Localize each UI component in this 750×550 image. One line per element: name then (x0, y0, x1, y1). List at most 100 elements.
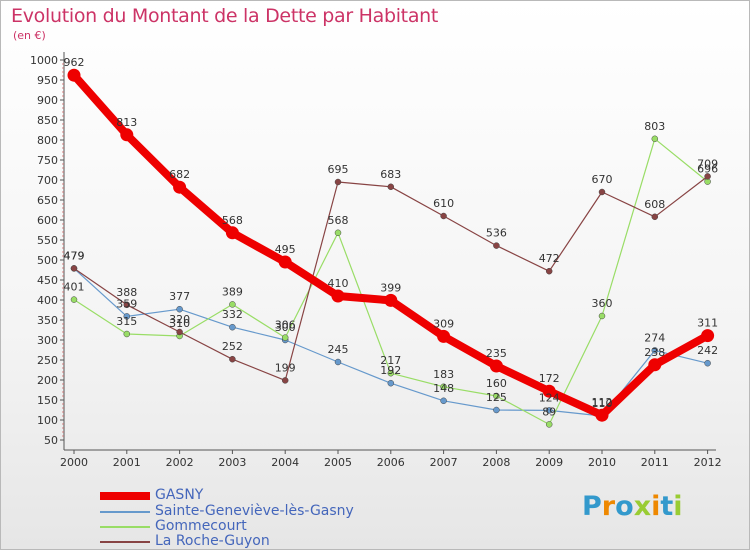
data-label-sainte-genevieve-les-gasny: 479 (64, 249, 85, 262)
data-point-gasny (595, 408, 609, 422)
data-label-gasny: 682 (169, 168, 190, 181)
data-point-gasny (437, 329, 451, 343)
y-tick-label: 950 (37, 74, 58, 87)
data-point-la-roche-guyon (704, 173, 711, 180)
data-label-gommecourt: 389 (222, 285, 243, 298)
legend-label-sainte-genevieve: Sainte-Geneviève-lès-Gasny (155, 503, 354, 519)
data-point-sainte-genevieve-les-gasny (493, 406, 500, 414)
y-tick-label: 150 (37, 394, 58, 407)
data-label-gommecourt: 696 (697, 163, 718, 176)
data-label-gasny: 172 (539, 372, 560, 385)
data-point-gasny (120, 128, 134, 142)
x-tick-label: 2000 (60, 456, 88, 469)
legend-label-la-roche-guyon: La Roche-Guyon (155, 533, 270, 549)
data-point-gasny (278, 255, 292, 269)
data-label-la-roche-guyon: 472 (539, 252, 560, 265)
data-point-sainte-genevieve-les-gasny (545, 407, 553, 414)
data-label-la-roche-guyon: 683 (380, 168, 401, 181)
data-point-la-roche-guyon (70, 265, 78, 272)
data-point-la-roche-guyon (229, 355, 236, 363)
x-tick-label: 2007 (430, 456, 458, 469)
legend-label-gommecourt: Gommecourt (155, 518, 247, 534)
data-label-gommecourt: 310 (169, 317, 190, 330)
data-label-gasny: 410 (328, 277, 349, 290)
data-point-la-roche-guyon (493, 242, 500, 249)
data-point-la-roche-guyon (176, 328, 183, 336)
data-label-gasny: 112 (592, 396, 613, 409)
logo-letter: r (601, 491, 616, 522)
data-point-gasny (384, 293, 398, 307)
data-label-la-roche-guyon: 320 (169, 313, 190, 326)
data-label-la-roche-guyon: 608 (644, 198, 665, 211)
data-point-la-roche-guyon (123, 301, 131, 309)
data-point-la-roche-guyon (440, 212, 447, 220)
data-label-la-roche-guyon: 610 (433, 197, 454, 210)
data-point-la-roche-guyon (387, 183, 395, 191)
y-tick-label: 50 (44, 434, 58, 447)
y-tick-label: 200 (37, 374, 58, 387)
data-point-gommecourt (229, 301, 236, 308)
data-point-sainte-genevieve-les-gasny (387, 379, 395, 387)
data-point-sainte-genevieve-les-gasny (334, 358, 342, 366)
data-label-la-roche-guyon: 695 (328, 163, 349, 176)
y-tick-label: 400 (37, 294, 58, 307)
x-tick-label: 2004 (271, 456, 299, 469)
x-tick-label: 2005 (324, 456, 352, 469)
data-label-gommecourt: 183 (433, 368, 454, 381)
x-tick-label: 2006 (377, 456, 405, 469)
legend-swatch-la-roche-guyon (100, 541, 150, 543)
data-point-gasny (648, 358, 662, 372)
data-point-gasny (489, 359, 503, 373)
y-tick-label: 600 (37, 214, 58, 227)
data-point-gasny (225, 226, 239, 240)
logo-letter: i (673, 491, 683, 522)
data-label-sainte-genevieve-les-gasny: 332 (222, 308, 243, 321)
x-tick-label: 2008 (482, 456, 510, 469)
data-label-sainte-genevieve-les-gasny: 110 (592, 397, 613, 410)
x-tick-label: 2009 (535, 456, 563, 469)
data-label-sainte-genevieve-les-gasny: 125 (486, 391, 507, 404)
data-label-la-roche-guyon: 388 (116, 286, 137, 299)
data-label-sainte-genevieve-les-gasny: 359 (116, 297, 137, 310)
data-point-gommecourt (598, 312, 606, 320)
data-point-gommecourt (70, 296, 78, 303)
data-point-gommecourt (123, 330, 131, 338)
y-tick-label: 350 (37, 314, 58, 327)
data-point-gasny (542, 384, 556, 398)
data-point-gasny (331, 289, 345, 303)
chart-subtitle: (en €) (13, 29, 46, 42)
y-tick-label: 500 (37, 254, 58, 267)
data-point-la-roche-guyon (598, 188, 606, 196)
legend-swatch-gasny (100, 492, 150, 500)
data-point-sainte-genevieve-les-gasny (440, 397, 447, 405)
y-tick-label: 250 (37, 354, 58, 367)
x-tick-label: 2011 (641, 456, 669, 469)
x-tick-label: 2003 (218, 456, 246, 469)
data-point-sainte-genevieve-les-gasny (229, 323, 236, 331)
data-label-sainte-genevieve-les-gasny: 148 (433, 382, 454, 395)
data-point-gommecourt (334, 229, 342, 237)
y-tick-label: 900 (37, 94, 58, 107)
data-label-gommecourt: 160 (486, 377, 507, 390)
data-label-gasny: 495 (275, 243, 296, 256)
data-point-la-roche-guyon (651, 213, 659, 221)
y-tick-label: 550 (37, 234, 58, 247)
data-label-gommecourt: 315 (116, 315, 137, 328)
data-label-sainte-genevieve-les-gasny: 242 (697, 344, 718, 357)
data-label-gasny: 813 (116, 116, 137, 129)
data-label-sainte-genevieve-les-gasny: 274 (644, 331, 665, 344)
series-line-la-roche-guyon (73, 175, 709, 381)
logo-letter: t (660, 491, 674, 522)
data-point-la-roche-guyon (334, 178, 342, 186)
legend-label-gasny: GASNY (155, 487, 204, 503)
legend-swatch-sainte-genevieve (100, 511, 150, 513)
data-label-sainte-genevieve-les-gasny: 124 (539, 391, 560, 404)
y-tick-label: 700 (37, 174, 58, 187)
data-point-gommecourt (651, 135, 659, 143)
logo-letter: x (633, 491, 652, 522)
y-tick-label: 300 (37, 334, 58, 347)
data-label-sainte-genevieve-les-gasny: 300 (275, 321, 296, 334)
y-tick-label: 750 (37, 154, 58, 167)
proxiti-logo: Proxiti (582, 491, 683, 522)
